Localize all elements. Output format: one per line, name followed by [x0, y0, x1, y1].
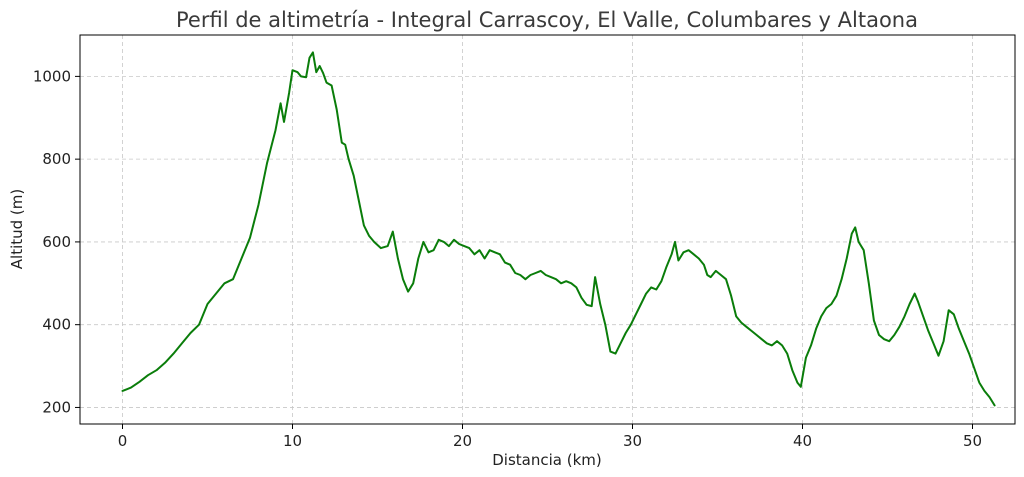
- chart-title: Perfil de altimetría - Integral Carrasco…: [176, 8, 918, 32]
- x-axis-label: Distancia (km): [492, 451, 602, 469]
- x-tick-label: 50: [963, 432, 982, 450]
- x-tick-label: 40: [793, 432, 812, 450]
- elevation-line: [121, 51, 996, 407]
- plot-frame: [79, 34, 1016, 425]
- y-axis-label: Altitud (m): [8, 189, 26, 269]
- y-tick-label: 400: [42, 316, 71, 334]
- grid-lines: [80, 35, 1015, 424]
- x-tick-label: 10: [283, 432, 302, 450]
- y-axis: 200 400 600 800 1000: [33, 67, 80, 416]
- y-tick-label: 200: [42, 398, 71, 416]
- x-tick-label: 30: [623, 432, 642, 450]
- x-tick-label: 20: [453, 432, 472, 450]
- y-tick-label: 1000: [33, 67, 71, 85]
- y-tick-label: 600: [42, 233, 71, 251]
- y-tick-label: 800: [42, 150, 71, 168]
- series-layer: [121, 51, 996, 407]
- x-axis: 0 10 20 30 40 50: [118, 424, 982, 450]
- x-tick-label: 0: [118, 432, 128, 450]
